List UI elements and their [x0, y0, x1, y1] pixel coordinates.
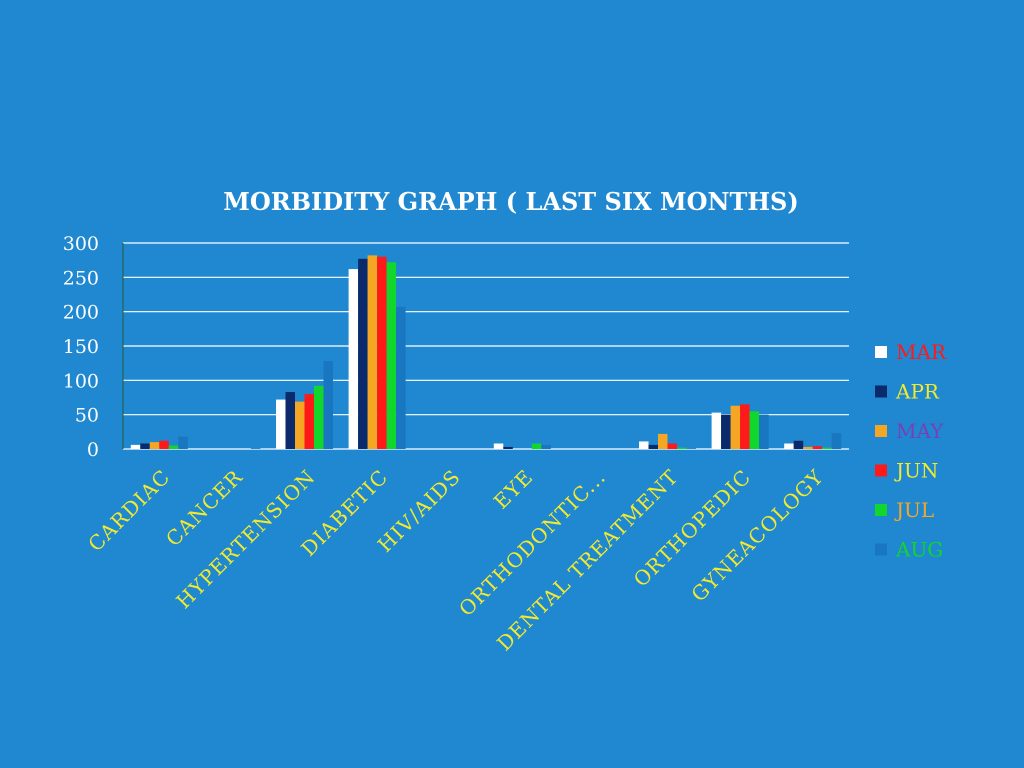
y-tick-label: 200 — [63, 302, 99, 324]
category-label: CARDIAC — [83, 465, 175, 557]
bar-mar-10 — [784, 443, 794, 449]
bar-aug-2 — [250, 448, 261, 449]
gridlines — [122, 242, 849, 450]
bar-jun-1 — [159, 440, 169, 449]
y-axis-ticks: 0 50 100 150 200 250 300 — [63, 233, 99, 461]
category-label: GYNEACOLOGY — [686, 465, 828, 607]
bar-aug-9 — [759, 414, 769, 449]
legend-swatch-may — [875, 425, 887, 437]
bar-jul-4 — [386, 262, 397, 449]
bar-mar-8 — [639, 441, 649, 449]
bar-may-8 — [658, 433, 668, 449]
bar-jun-10 — [812, 446, 823, 449]
legend-swatch-aug — [875, 543, 887, 556]
bar-apr-4 — [358, 258, 368, 449]
bar-may-9 — [730, 405, 741, 449]
category-labels: CARDIACCANCERHYPERTENSIONDIABETICHIV/AID… — [83, 465, 828, 656]
category-label: HYPERTENSION — [171, 465, 320, 614]
legend-label-apr: APR — [895, 380, 940, 404]
bar-aug-6 — [541, 444, 551, 449]
bar-mar-4 — [348, 269, 359, 449]
bar-apr-1 — [140, 443, 150, 449]
bar-jul-3 — [314, 385, 324, 449]
chart-title: MORBIDITY GRAPH ( LAST SIX MONTHS) — [223, 187, 798, 216]
legend-swatch-jun — [875, 464, 887, 477]
bar-aug-1 — [178, 436, 188, 449]
bar-may-10 — [803, 446, 813, 449]
bar-apr-6 — [503, 446, 513, 449]
bar-jun-4 — [377, 256, 387, 449]
y-tick-label: 250 — [63, 267, 99, 289]
bar-mar-1 — [130, 444, 141, 449]
category-label: EYE — [489, 465, 538, 514]
bar-may-1 — [149, 442, 160, 449]
bar-jul-8 — [677, 447, 687, 449]
bar-aug-3 — [323, 361, 333, 449]
bar-jun-9 — [740, 404, 750, 449]
legend-label-jul: JUL — [894, 498, 934, 522]
legend-label-aug: AUG — [895, 538, 943, 562]
bar-jul-10 — [822, 447, 832, 449]
legend-swatch-apr — [875, 385, 887, 398]
bar-aug-8 — [686, 448, 696, 449]
bar-jul-6 — [531, 443, 542, 449]
y-tick-label: 0 — [87, 439, 99, 461]
legend: MAR APR MAY JUN JUL AUG — [875, 340, 947, 562]
bar-jun-3 — [304, 394, 314, 449]
bar-apr-3 — [285, 392, 295, 449]
bar-may-4 — [367, 255, 378, 449]
y-tick-label: 100 — [63, 370, 99, 392]
bar-may-3 — [295, 401, 305, 449]
bar-aug-4 — [396, 306, 406, 449]
bars — [130, 255, 842, 449]
y-tick-label: 150 — [63, 336, 99, 358]
y-tick-label: 50 — [75, 405, 99, 427]
bar-aug-10 — [831, 433, 842, 449]
bar-mar-3 — [276, 399, 286, 449]
bar-jul-1 — [168, 445, 179, 449]
bar-mar-6 — [493, 443, 504, 449]
bar-apr-8 — [648, 444, 658, 449]
legend-swatch-jul — [875, 504, 887, 516]
legend-label-jun: JUN — [894, 459, 938, 483]
legend-label-mar: MAR — [896, 340, 947, 364]
bar-jun-8 — [667, 443, 677, 449]
legend-swatch-mar — [875, 346, 887, 358]
bar-jul-9 — [749, 411, 760, 449]
bar-apr-9 — [721, 414, 731, 449]
bar-apr-10 — [793, 440, 804, 449]
bar-mar-9 — [711, 412, 722, 449]
legend-label-may: MAY — [896, 419, 944, 443]
y-tick-label: 300 — [63, 233, 99, 255]
